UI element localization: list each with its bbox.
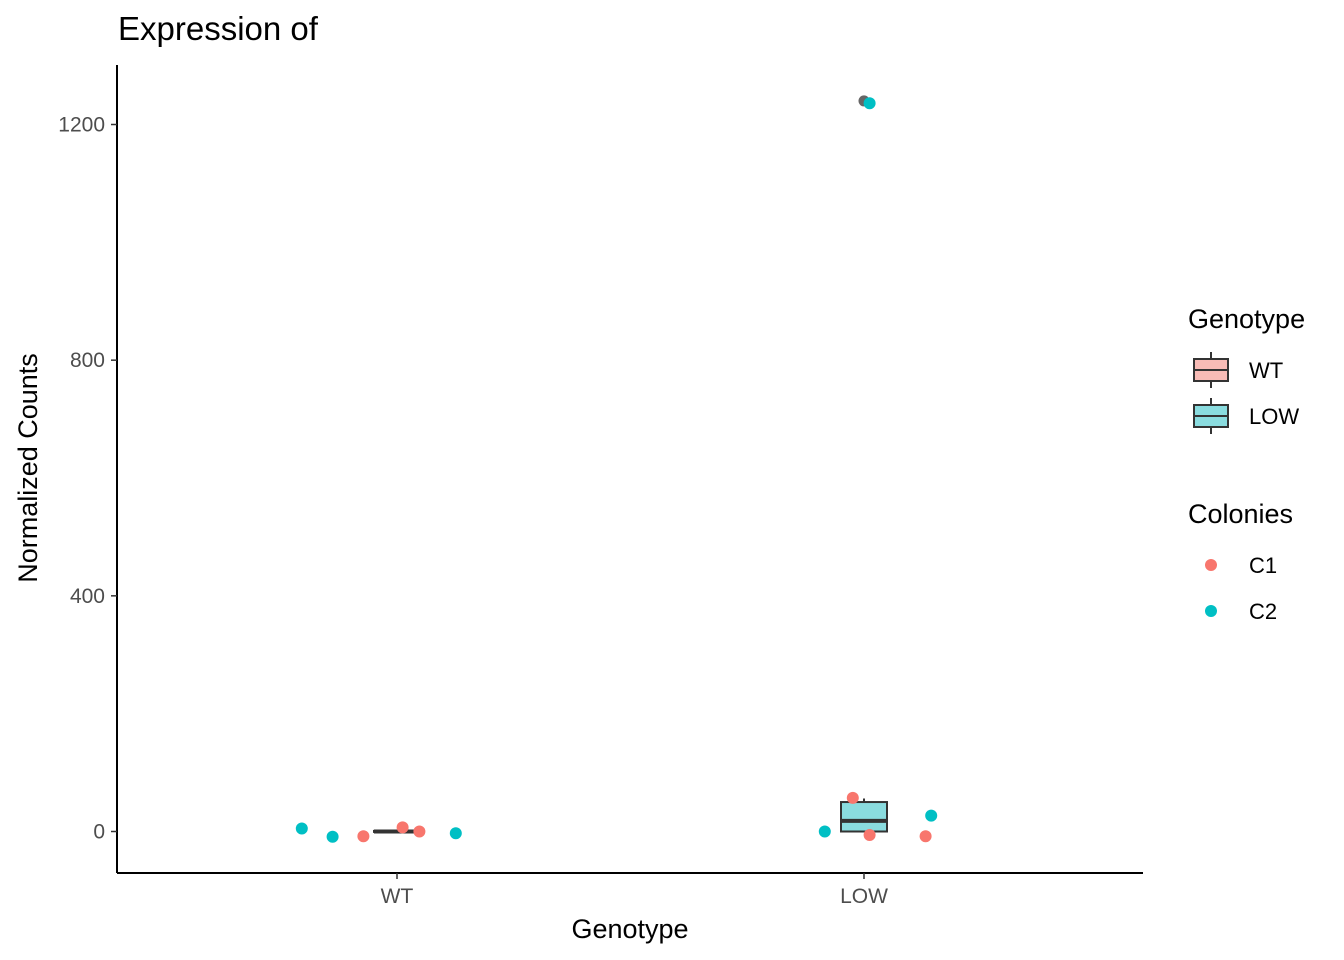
data-point-c2 xyxy=(449,827,462,840)
data-point-c1 xyxy=(396,821,409,834)
legend-genotype: Genotype WT LOW xyxy=(1188,304,1305,434)
box-wt xyxy=(373,829,421,834)
y-tick-label: 800 xyxy=(70,349,105,372)
chart-title: Expression of xyxy=(118,10,319,47)
y-tick-label: 0 xyxy=(93,821,105,844)
box-low xyxy=(840,95,888,833)
legend-colonies: Colonies C1 C2 xyxy=(1188,499,1293,624)
data-point-c1 xyxy=(846,791,859,804)
data-point-c2 xyxy=(818,825,831,838)
legend-label: WT xyxy=(1249,358,1283,383)
y-tick-label: 400 xyxy=(70,585,105,608)
box-body xyxy=(840,801,888,833)
data-point-c2 xyxy=(925,809,938,822)
x-tick-label: WT xyxy=(381,885,414,908)
x-axis-title: Genotype xyxy=(571,914,688,944)
data-point-c1 xyxy=(919,830,932,843)
legend-title: Genotype xyxy=(1188,304,1305,334)
legend-label: C1 xyxy=(1249,553,1277,578)
legend: Genotype WT LOW Colonies C1 C2 xyxy=(1188,304,1305,624)
legend-label: C2 xyxy=(1249,599,1277,624)
x-tick-label: LOW xyxy=(840,885,888,908)
axes: 0 400 800 1200 WT LOW xyxy=(58,65,1143,908)
data-point-c2 xyxy=(326,830,339,843)
plot-area xyxy=(295,95,938,843)
data-point-c1 xyxy=(413,825,426,838)
legend-label: LOW xyxy=(1249,404,1299,429)
data-point-c2 xyxy=(295,822,308,835)
data-point-c1 xyxy=(863,829,876,842)
data-point-c1 xyxy=(357,830,370,843)
y-tick-label: 1200 xyxy=(58,114,105,137)
legend-key-point xyxy=(1205,559,1217,571)
legend-title: Colonies xyxy=(1188,499,1293,529)
legend-key-point xyxy=(1205,605,1217,617)
data-point-c2 xyxy=(863,97,876,110)
y-axis-title: Normalized Counts xyxy=(13,353,43,583)
